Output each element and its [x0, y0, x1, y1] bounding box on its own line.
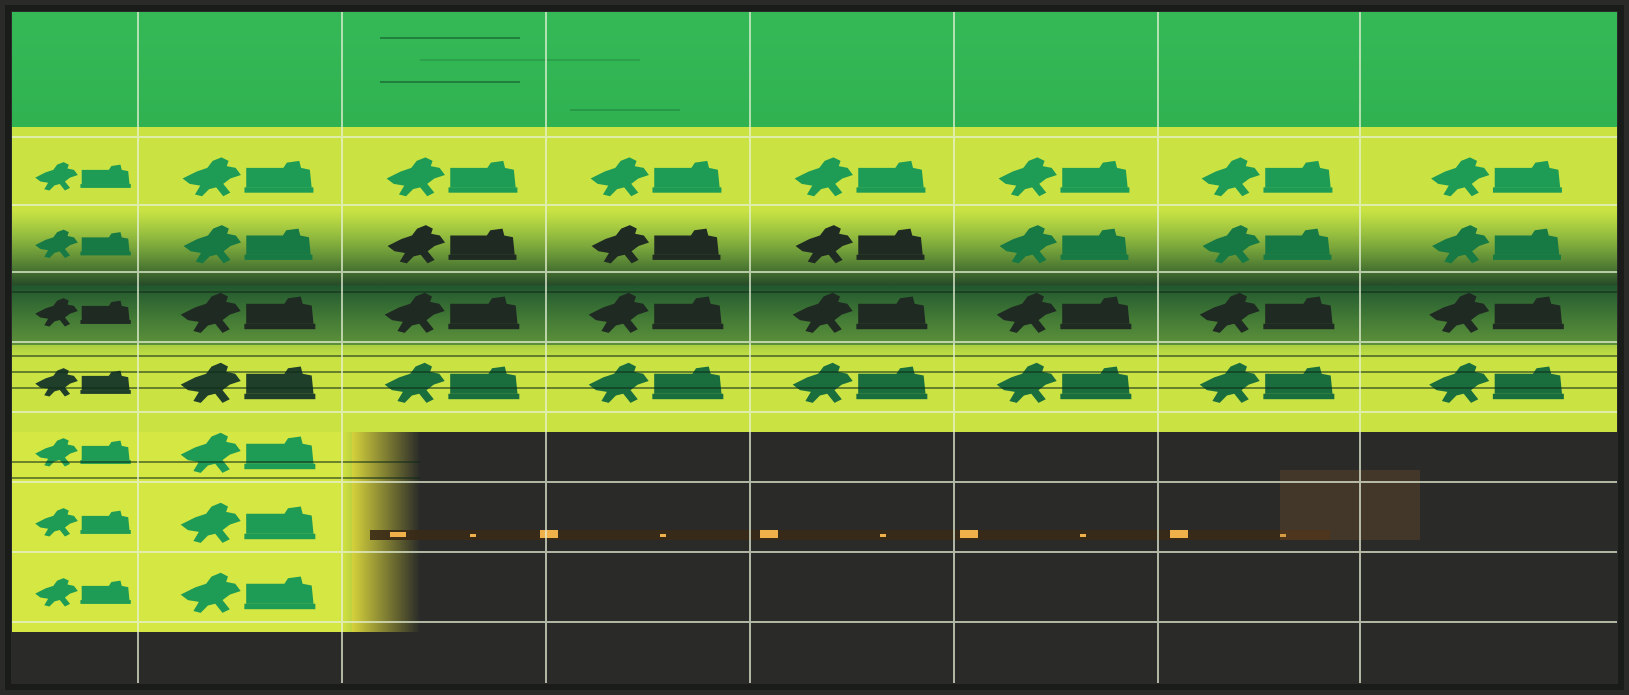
sprite-grid: [12, 12, 1617, 683]
sky-band: [12, 12, 1617, 137]
outer-frame: [5, 5, 1624, 690]
sky-streaks: [380, 37, 680, 111]
scan-lines: [12, 291, 1617, 479]
